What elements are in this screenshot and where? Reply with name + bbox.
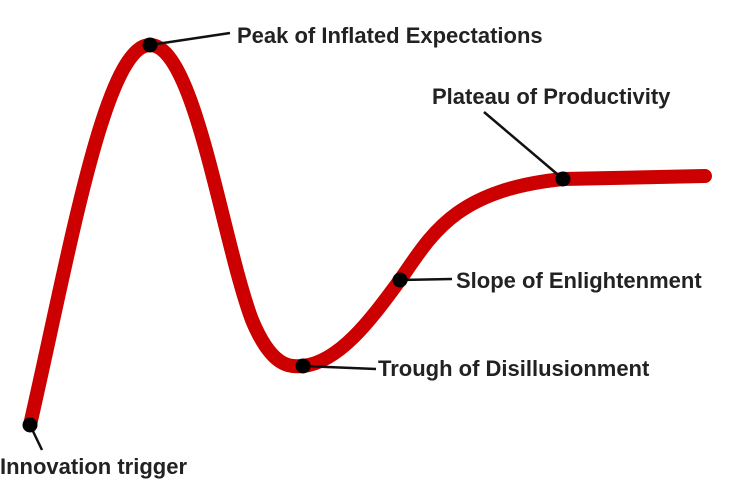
leader-line [399, 277, 453, 282]
stage-label: Trough of Disillusionment [378, 356, 650, 381]
leader-line [483, 111, 564, 180]
stage-label: Innovation trigger [0, 454, 187, 479]
leader-line [302, 364, 377, 371]
leader-line [149, 31, 231, 47]
stage-dot [392, 272, 408, 288]
stage-label: Plateau of Productivity [432, 84, 671, 109]
stage-dot [142, 37, 158, 53]
stage-dot [22, 417, 38, 433]
stage-label: Peak of Inflated Expectations [237, 23, 543, 48]
stage-label: Slope of Enlightenment [456, 268, 702, 293]
hype-curve [23, 38, 712, 432]
stage-dot [555, 171, 571, 187]
stage-dot [295, 358, 311, 374]
